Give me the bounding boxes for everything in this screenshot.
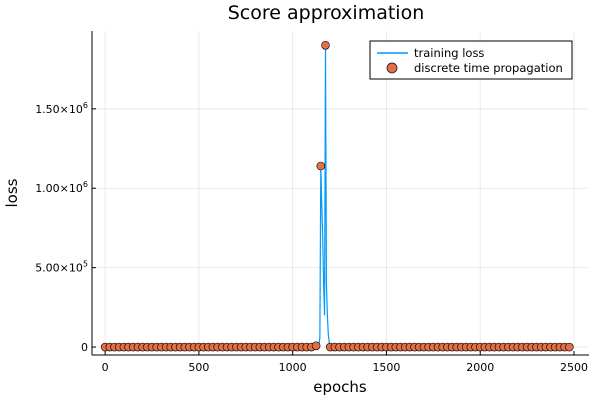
legend-box [369,40,573,80]
scatter-point [321,40,330,50]
legend-marker-swatch [386,62,398,74]
y-tick-label: 0 [81,341,88,354]
axes [91,31,589,356]
x-tick-label: 500 [188,361,209,374]
y-ticks: 0 5.00×105 1.00×106 1.50×106 [35,101,96,354]
y-tick-label: 1.50×106 [35,101,88,116]
x-tick-label: 1500 [372,361,400,374]
x-tick-label: 0 [102,361,109,374]
x-tick-label: 1000 [279,361,307,374]
y-tick-exponent: 6 [83,180,88,189]
x-ticks: 0 500 1000 1500 2000 2500 [102,351,588,374]
y-tick-exponent: 6 [83,101,88,110]
legend-label-training-loss: training loss [414,46,484,60]
scatter-point [316,161,326,171]
chart-title: Score approximation [228,2,425,24]
scatter-point [311,341,321,351]
y-axis-title: loss [3,178,21,207]
plot-area [100,40,574,352]
y-tick-label: 1.00×106 [35,180,88,195]
legend-label-discrete-time-propagation: discrete time propagation [414,61,563,75]
x-tick-label: 2500 [560,361,588,374]
x-axis-title: epochs [313,378,367,396]
y-tick-label: 5.00×105 [35,260,88,275]
scatter-point [565,342,574,352]
x-tick-label: 2000 [466,361,494,374]
y-tick-exponent: 5 [83,260,88,269]
legend: training loss discrete time propagation [369,40,573,80]
